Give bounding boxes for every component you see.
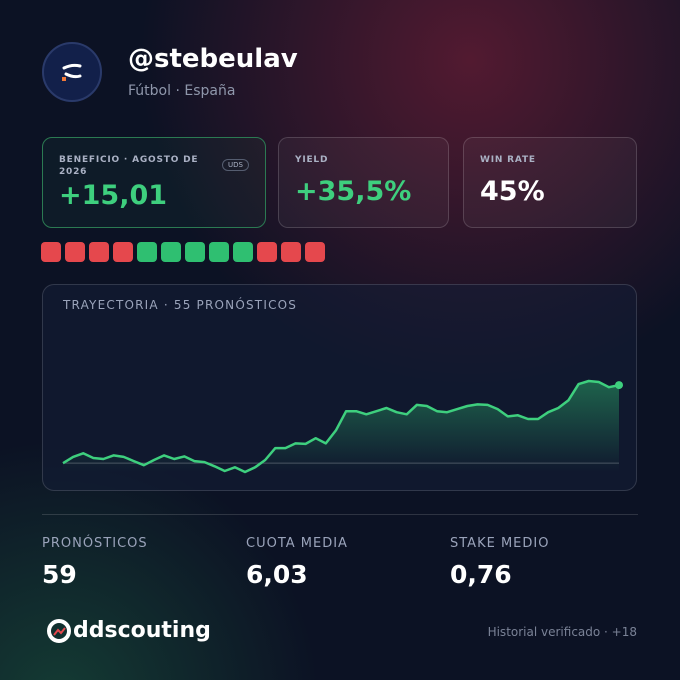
- streak-square: [137, 242, 157, 262]
- summary-label: CUOTA MEDIA: [246, 536, 348, 551]
- streak-square: [113, 242, 133, 262]
- divider: [42, 514, 638, 515]
- summary-label: PRONÓSTICOS: [42, 536, 148, 551]
- stat-box: WIN RATE 45%: [463, 137, 637, 228]
- chart-title: TRAYECTORIA · 55 PRONÓSTICOS: [62, 297, 297, 312]
- summary-label: STAKE MEDIO: [450, 536, 550, 551]
- avatar-logo: [62, 63, 82, 81]
- area: [63, 381, 619, 472]
- stat-label: YIELD: [295, 155, 329, 165]
- summary-value: 0,76: [450, 560, 512, 589]
- subtitle: Fútbol · España: [128, 83, 236, 99]
- streak-square: [89, 242, 109, 262]
- streak-square: [41, 242, 61, 262]
- streak-square: [257, 242, 277, 262]
- stat-value: +15,01: [59, 180, 168, 211]
- brand-icon: [47, 619, 71, 643]
- chart: TRAYECTORIA · 55 PRONÓSTICOS: [62, 297, 623, 474]
- end-point: [615, 381, 623, 390]
- stat-label: WIN RATE: [480, 155, 536, 165]
- stat-value: 45%: [480, 176, 545, 207]
- summary-value: 6,03: [246, 560, 308, 589]
- brand: ddscouting: [73, 618, 211, 643]
- avatar: [42, 42, 102, 102]
- stat-box: BENEFICIO · AGOSTO DE 2026 UDS +15,01: [42, 137, 266, 228]
- stat-box: YIELD +35,5%: [278, 137, 449, 228]
- streak-square: [209, 242, 229, 262]
- badge: UDS: [222, 159, 249, 171]
- stat-value: +35,5%: [295, 176, 412, 207]
- footer-note: Historial verificado · +18: [487, 625, 637, 639]
- streak-square: [305, 242, 325, 262]
- streak-square: [161, 242, 181, 262]
- streak-square: [65, 242, 85, 262]
- stat-label: BENEFICIO · AGOSTO DE 2026: [59, 155, 199, 177]
- line: [62, 379, 620, 474]
- streak-square: [233, 242, 253, 262]
- handle: @stebeulav: [128, 44, 298, 74]
- streak-square: [281, 242, 301, 262]
- streak-square: [185, 242, 205, 262]
- summary-value: 59: [42, 560, 77, 589]
